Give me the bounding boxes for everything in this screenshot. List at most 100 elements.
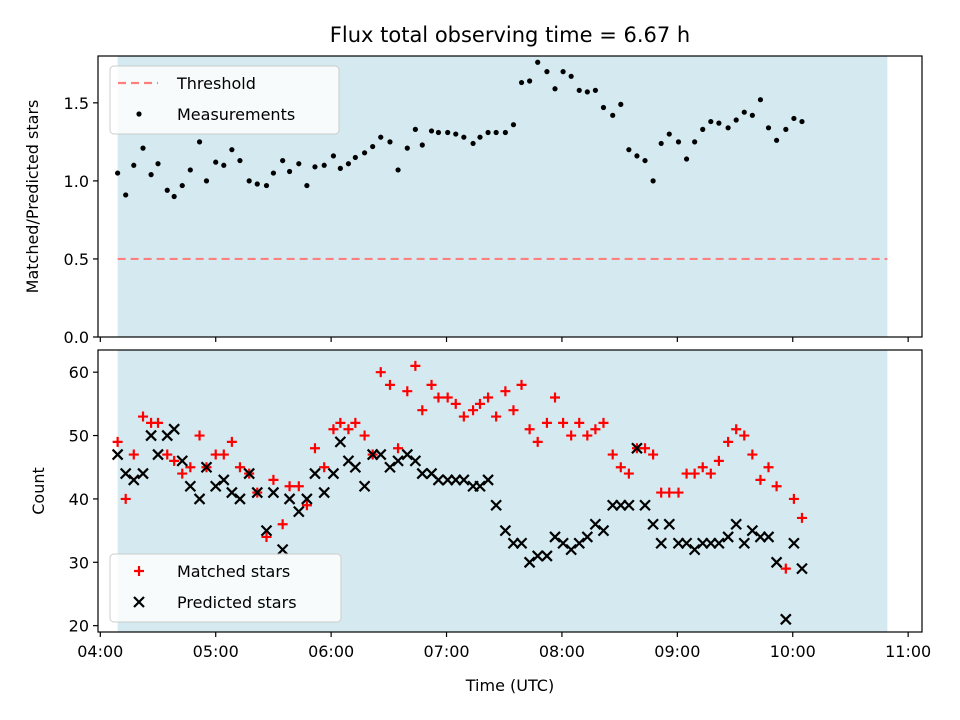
matched-point (723, 436, 734, 447)
predicted-point (713, 537, 725, 550)
predicted-point (482, 474, 494, 486)
predicted-point (349, 461, 362, 474)
matched-point (162, 449, 173, 460)
measurement-point (453, 131, 459, 137)
series-matched-stars (112, 360, 807, 574)
matched-point (268, 474, 279, 485)
predicted-point (738, 537, 751, 550)
predicted-point (680, 537, 693, 550)
measurement-point (140, 145, 146, 151)
measurement-point (584, 89, 590, 95)
matched-point (780, 563, 791, 574)
predicted-point (746, 524, 759, 537)
measurement-point (345, 161, 352, 167)
x-tick-label: 08:00 (539, 642, 585, 661)
predicted-point (722, 531, 734, 543)
measurement-point (419, 142, 425, 148)
predicted-point (557, 537, 569, 550)
predicted-point (541, 550, 553, 562)
matched-point (541, 417, 552, 428)
measurement-point (675, 139, 682, 145)
matched-point (788, 493, 799, 504)
measurement-point (518, 79, 525, 86)
measurement-point (412, 126, 418, 132)
measurement-point (155, 161, 161, 167)
y-tick-label: 0.5 (64, 250, 89, 269)
predicted-point (401, 448, 414, 461)
matched-point (508, 405, 519, 416)
legend-label: Predicted stars (177, 593, 297, 612)
x-tick-label: 06:00 (308, 642, 354, 661)
matched-point (796, 512, 807, 523)
legend-box (109, 65, 340, 135)
matched-point (673, 487, 684, 498)
y-tick-label: 40 (69, 490, 89, 509)
measurement-point (179, 182, 185, 189)
predicted-point (119, 467, 132, 480)
predicted-point (334, 436, 347, 448)
measurement-point (246, 178, 252, 184)
matched-point (153, 417, 164, 428)
measurement-point (666, 131, 672, 137)
predicted-point (499, 524, 512, 537)
measurement-point (600, 104, 607, 111)
matched-point (426, 379, 437, 390)
x-tick-label: 05:00 (193, 642, 239, 661)
predicted-point (565, 543, 577, 556)
matched-point (590, 424, 601, 435)
matched-point (112, 436, 123, 447)
matched-point (500, 386, 511, 397)
predicted-point (176, 455, 189, 467)
measurement-point (352, 154, 358, 161)
matched-point (474, 398, 485, 409)
matched-point (177, 468, 188, 479)
measurement-point (221, 162, 227, 168)
matched-point (319, 462, 330, 473)
y-axis-label: Count (29, 467, 48, 515)
measurement-point (435, 129, 442, 136)
measurement-point (304, 182, 310, 189)
matched-point (648, 449, 659, 460)
predicted-point (573, 537, 586, 550)
legend-measurement-swatch (136, 111, 142, 117)
measurement-point (370, 143, 376, 150)
matched-point (375, 367, 386, 378)
predicted-point (127, 474, 140, 486)
measurement-point (683, 156, 690, 162)
predicted-point (374, 448, 387, 461)
predicted-point (623, 499, 635, 512)
predicted-point (655, 537, 667, 550)
legend-predicted-swatch (133, 596, 145, 608)
legend-label: Matched stars (177, 562, 290, 581)
matched-point (491, 411, 502, 422)
measurement-point (404, 145, 410, 151)
predicted-point (111, 448, 124, 461)
measurement-point (765, 125, 772, 131)
matched-point (417, 405, 428, 416)
matched-point (623, 468, 634, 479)
matched-point (664, 487, 675, 498)
measurement-point (445, 129, 451, 136)
measurement-point (757, 97, 764, 103)
predicted-point (152, 448, 164, 461)
predicted-point (770, 556, 783, 569)
chart-title: Flux total observing time = 6.67 h (330, 23, 690, 47)
matched-point (194, 430, 205, 441)
matched-point (218, 449, 229, 460)
measurement-point (254, 181, 260, 187)
legend: Threshold Measurements (109, 65, 340, 135)
measurement-point (296, 161, 302, 167)
measurement-point (626, 147, 632, 153)
measurement-point (263, 182, 270, 189)
predicted-point (137, 467, 149, 480)
measurement-point (361, 150, 368, 156)
matched-point (516, 379, 527, 390)
y-axis-label: Matched/Predicted stars (23, 100, 42, 294)
matched-point (226, 436, 237, 447)
legend-box (109, 553, 342, 623)
series-predicted-stars (111, 423, 808, 626)
matched-point (350, 417, 361, 428)
predicted-point (392, 455, 404, 467)
measurement-point (618, 101, 624, 107)
axes-frame (97, 55, 923, 338)
